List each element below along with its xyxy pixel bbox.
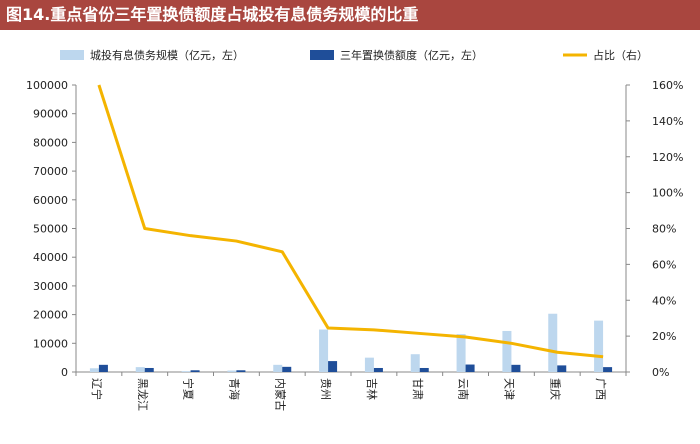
category-label: 内蒙古 (273, 378, 287, 411)
debt-bar (135, 367, 145, 372)
category-label-group: 贵州 (319, 378, 332, 400)
debt-bar (319, 329, 329, 372)
category-label-group: 吉林 (365, 378, 379, 400)
right-axis-tick-label: 160% (652, 79, 683, 92)
category-label-group: 内蒙古 (273, 378, 287, 411)
category-label-group: 云南 (457, 378, 470, 400)
category-label: 辽宁 (90, 378, 104, 400)
ratio-line (97, 84, 604, 359)
left-axis-tick-label: 30000 (33, 280, 68, 293)
left-axis-tick-label: 50000 (33, 223, 68, 236)
left-axis-tick-label: 90000 (33, 108, 68, 121)
category-label: 云南 (457, 378, 470, 400)
category-label: 宁夏 (182, 378, 196, 400)
debt-bar (181, 371, 191, 372)
category-label-group: 宁夏 (182, 378, 196, 400)
legend-label: 三年置换债额度（亿元，左） (340, 48, 483, 62)
right-axis-tick-label: 20% (652, 330, 676, 343)
legend-label: 城投有息债务规模（亿元，左） (90, 48, 244, 62)
right-axis-tick-label: 80% (652, 223, 676, 236)
left-axis-tick-label: 80000 (33, 136, 68, 149)
debt-bar (410, 354, 420, 372)
category-label: 青海 (227, 378, 241, 400)
right-axis-tick-label: 60% (652, 258, 676, 271)
debt-bar (548, 313, 558, 372)
debt-bar (89, 368, 99, 372)
debt-bar (594, 320, 604, 372)
category-label-group: 天津 (502, 378, 515, 400)
left-axis-tick-label: 70000 (33, 165, 68, 178)
swap-quota-bar (603, 367, 613, 372)
category-label-group: 黑龙江 (136, 378, 149, 411)
debt-bar (227, 370, 237, 372)
category-label: 贵州 (319, 378, 332, 400)
swap-quota-bar (98, 364, 108, 372)
category-label-group: 甘肃 (411, 378, 424, 400)
legend-swap-swatch (310, 50, 334, 60)
debt-bar (502, 330, 512, 372)
category-label: 广西 (594, 378, 607, 400)
legend-label: 占比（右） (593, 48, 648, 62)
right-axis-tick-label: 120% (652, 151, 683, 164)
left-axis-tick-label: 0 (61, 366, 68, 379)
right-axis-tick-label: 100% (652, 187, 683, 200)
swap-quota-bar (419, 367, 429, 372)
category-label: 黑龙江 (136, 378, 149, 411)
legend-debt-swatch (60, 50, 84, 60)
category-label-group: 重庆 (548, 378, 562, 400)
left-axis-tick-label: 40000 (33, 251, 68, 264)
swap-quota-bar (465, 364, 475, 372)
left-axis-tick-label: 20000 (33, 309, 68, 322)
debt-bar (364, 357, 374, 372)
swap-quota-bar (373, 367, 383, 372)
swap-quota-bar (236, 370, 246, 372)
swap-quota-bar (190, 370, 200, 372)
category-label: 天津 (502, 378, 515, 400)
swap-quota-bar (282, 366, 292, 372)
category-label-group: 辽宁 (90, 378, 104, 400)
swap-quota-bar (557, 365, 567, 372)
left-axis-tick-label: 10000 (33, 337, 68, 350)
swap-quota-bar (511, 364, 521, 372)
category-label: 吉林 (365, 378, 379, 400)
swap-quota-bar (328, 361, 338, 372)
debt-bar (456, 334, 466, 372)
chart-title: 图14.重点省份三年置换债额度占城投有息债务规模的比重 (0, 0, 700, 30)
right-axis-tick-label: 0% (652, 366, 669, 379)
left-axis-tick-label: 100000 (26, 79, 68, 92)
debt-bar (273, 364, 283, 372)
category-label: 甘肃 (411, 378, 424, 400)
left-axis-tick-label: 60000 (33, 194, 68, 207)
category-label-group: 广西 (594, 378, 607, 400)
right-axis-tick-label: 40% (652, 294, 676, 307)
category-label-group: 青海 (227, 378, 241, 400)
category-label: 重庆 (548, 378, 562, 400)
swap-quota-bar (144, 367, 154, 372)
right-axis-tick-label: 140% (652, 115, 683, 128)
